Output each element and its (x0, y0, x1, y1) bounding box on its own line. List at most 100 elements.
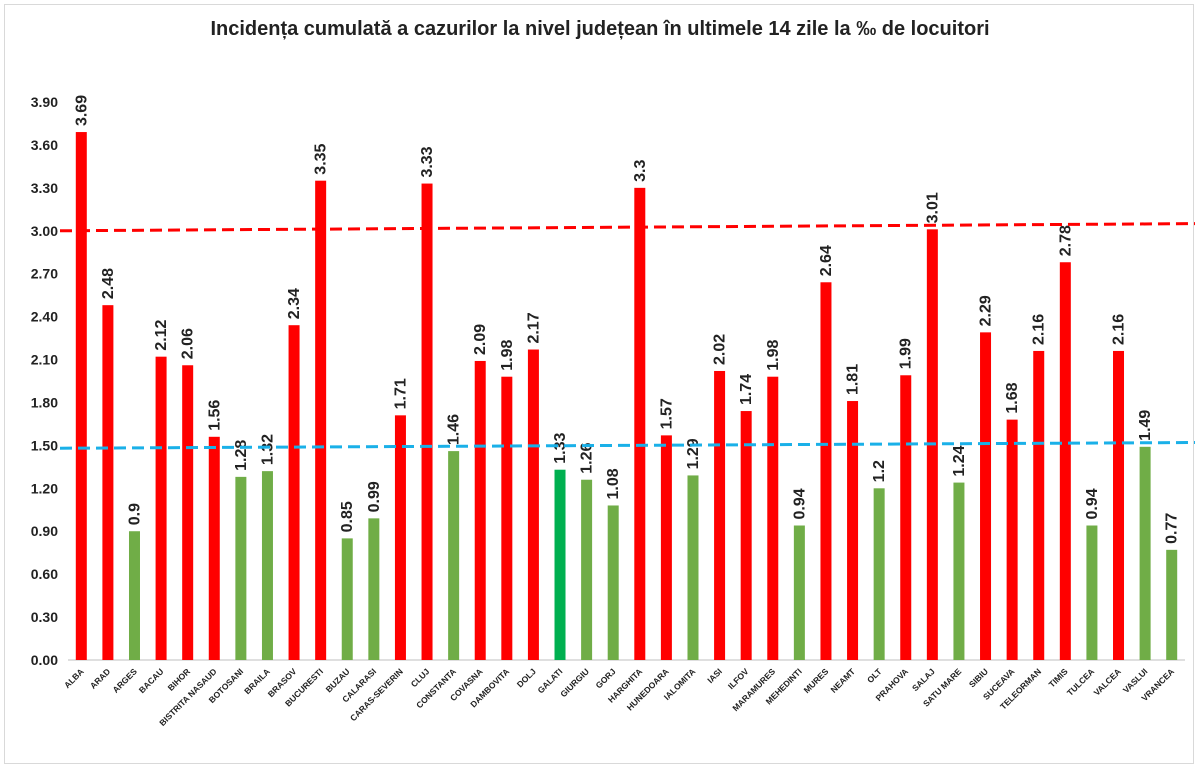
y-tick-label: 2.10 (31, 352, 58, 368)
data-label: 3.69 (73, 95, 90, 126)
x-tick-label: ALBA (62, 666, 86, 690)
data-label: 1.08 (605, 468, 622, 499)
data-label: 1.74 (738, 374, 755, 405)
bar-hunedoara (660, 435, 672, 660)
x-tick-label: GIURGIU (558, 666, 591, 699)
bar-olt (873, 488, 885, 660)
bar-galati (554, 469, 566, 660)
x-tick-label: SIBIU (967, 666, 990, 689)
x-tick-label: MURES (802, 666, 831, 695)
data-label: 0.9 (126, 503, 143, 525)
data-label: 1.81 (845, 364, 862, 395)
y-tick-label: 2.40 (31, 309, 58, 325)
bar-vaslui (1139, 446, 1151, 660)
y-tick-label: 0.00 (31, 652, 58, 668)
x-tick-label: TULCEA (1065, 666, 1096, 697)
x-tick-label: CLUJ (409, 666, 432, 689)
blue-threshold-line (59, 441, 1196, 450)
bar-iasi (714, 370, 726, 660)
data-label: 3.3 (632, 160, 649, 182)
bar-timis (1059, 262, 1071, 660)
y-tick-label: 1.50 (31, 437, 58, 453)
x-tick-label: GORJ (594, 666, 618, 690)
bar-vrancea (1166, 549, 1178, 660)
x-tick-label: VALCEA (1092, 666, 1123, 697)
bar-maramures (767, 376, 779, 660)
bar-valcea (1113, 350, 1125, 660)
data-label: 3.01 (924, 192, 941, 223)
bar-arad (102, 305, 114, 660)
data-label: 2.09 (472, 324, 489, 355)
data-label: 2.34 (286, 288, 303, 319)
bar-bacau (155, 356, 167, 660)
chart-frame (4, 4, 1194, 764)
x-tick-label: OLT (865, 666, 884, 685)
data-label: 1.33 (552, 432, 569, 463)
y-tick-label: 3.00 (31, 223, 58, 239)
x-tick-label: NEAMT (829, 666, 858, 695)
bar-ialomita (687, 475, 699, 660)
data-label: 2.29 (978, 295, 995, 326)
data-label: 2.16 (1111, 314, 1128, 345)
y-tick-label: 0.90 (31, 523, 58, 539)
data-label: 0.94 (1084, 488, 1101, 519)
bar-alba (75, 132, 87, 661)
x-tick-label: DOLJ (515, 666, 538, 689)
data-label: 1.29 (685, 438, 702, 469)
bar-bihor (182, 365, 194, 660)
data-label: 3.35 (313, 143, 330, 174)
data-label: 1.98 (765, 339, 782, 370)
data-label: 3.33 (419, 146, 436, 177)
bar-neamt (847, 401, 859, 660)
y-tick-label: 0.60 (31, 566, 58, 582)
x-tick-label: ILFOV (726, 666, 751, 691)
data-label: 1.32 (259, 434, 276, 465)
y-tick-label: 3.90 (31, 94, 58, 110)
bar-bistrita-nasaud (208, 436, 220, 660)
chart-title: Incidența cumulată a cazurilor la nivel … (210, 18, 990, 40)
data-label: 2.78 (1057, 225, 1074, 256)
data-label: 1.28 (233, 440, 250, 471)
bar-giurgiu (581, 479, 593, 660)
bar-dambovita (501, 376, 513, 660)
bar-teleorman (1033, 350, 1045, 660)
bar-arges (128, 531, 140, 660)
data-label: 1.56 (206, 400, 223, 431)
x-tick-label: BACAU (137, 666, 166, 695)
data-label: 1.26 (579, 442, 596, 473)
bar-covasna (474, 360, 486, 660)
bar-botosani (235, 476, 247, 660)
y-tick-label: 1.20 (31, 480, 58, 496)
bar-constanta (448, 451, 460, 660)
bar-tulcea (1086, 525, 1098, 660)
data-label: 2.02 (712, 334, 729, 365)
bar-braila (261, 471, 273, 660)
bar-caras-severin (394, 415, 406, 660)
data-label: 1.49 (1137, 410, 1154, 441)
data-label: 0.77 (1164, 513, 1181, 544)
data-label: 2.16 (1031, 314, 1048, 345)
bar-satu-mare (953, 482, 965, 660)
y-tick-label: 1.80 (31, 394, 58, 410)
y-tick-label: 3.30 (31, 180, 58, 196)
bar-gorj (607, 505, 619, 660)
data-label: 2.12 (153, 319, 170, 350)
data-label: 1.57 (658, 398, 675, 429)
x-tick-label: TIMIS (1047, 666, 1070, 689)
data-label: 0.85 (339, 501, 356, 532)
bar-calarasi (368, 518, 380, 660)
bar-ilfov (740, 411, 752, 660)
data-label: 2.48 (100, 268, 117, 299)
bar-sibiu (980, 332, 992, 660)
data-label: 2.06 (180, 328, 197, 359)
bar-mures (820, 282, 832, 660)
x-tick-label: ARAD (88, 666, 112, 690)
data-label: 1.2 (871, 460, 888, 482)
y-tick-label: 2.70 (31, 266, 58, 282)
x-tick-label: IASI (705, 666, 724, 685)
data-label: 1.98 (499, 339, 516, 370)
data-label: 0.99 (366, 481, 383, 512)
data-label: 1.99 (898, 338, 915, 369)
data-label: 1.46 (446, 414, 463, 445)
